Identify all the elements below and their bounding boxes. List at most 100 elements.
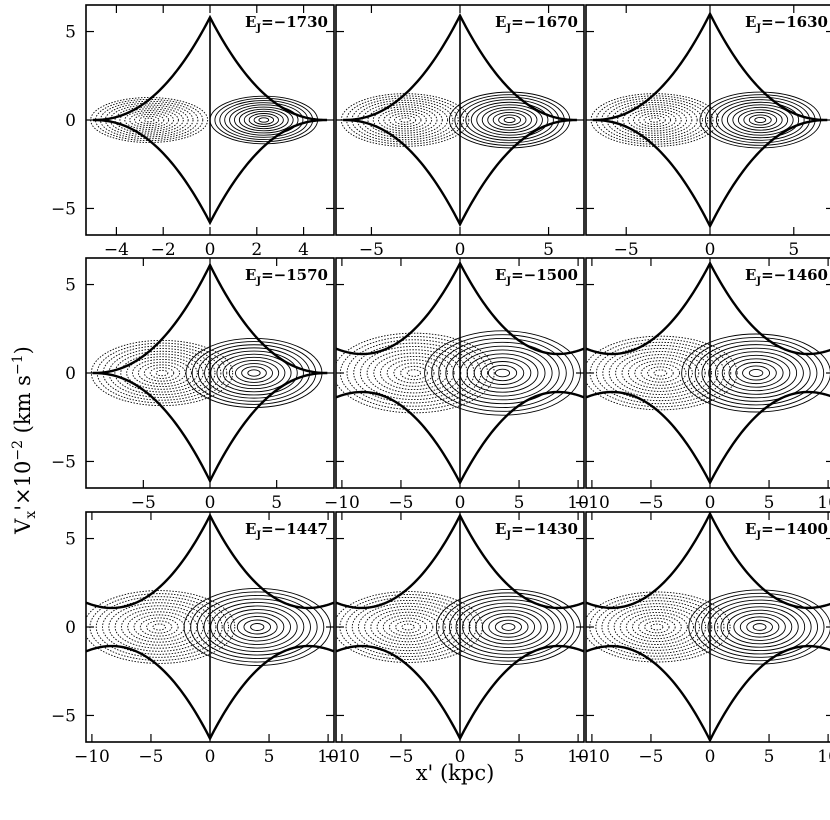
right-island-curve (694, 592, 825, 662)
left-island-curve (102, 599, 217, 655)
left-island-curve (109, 104, 189, 136)
left-island-curve (627, 357, 693, 389)
left-island-curve (127, 611, 192, 643)
right-island-curve (721, 354, 791, 392)
x-tick-label: −5 (388, 747, 413, 767)
left-island-curve (114, 350, 210, 396)
left-island-curve (143, 364, 181, 382)
right-island-curve (720, 606, 799, 648)
x-tick-label: 0 (205, 240, 216, 260)
y-tick-label: −5 (51, 706, 76, 726)
right-island-curve (735, 361, 777, 385)
x-tick-label: 5 (543, 240, 554, 260)
left-island-curve (393, 362, 435, 384)
right-island-curve (250, 623, 265, 631)
left-island-curve (373, 352, 455, 394)
left-island-curve (339, 336, 489, 410)
x-tick-label: 0 (705, 493, 716, 513)
left-island-curve (359, 345, 468, 401)
right-island-curve (475, 609, 542, 645)
right-island-curve (216, 605, 298, 649)
right-island-curve (487, 364, 518, 382)
plot-area (586, 512, 830, 742)
right-island-curve (448, 91, 571, 149)
right-island-curve (204, 347, 304, 399)
right-island-curve (248, 113, 279, 127)
left-island-curve (613, 606, 701, 648)
right-island-curve (688, 589, 830, 665)
left-island-curve (137, 361, 187, 385)
right-island-curve (214, 97, 314, 143)
panel-5: −10 −5 0 5 10 EJ=−1500 (324, 257, 589, 513)
left-island-curve (138, 115, 160, 125)
right-island-curve (492, 111, 527, 129)
right-island-curve (746, 619, 773, 635)
x-tick-label: 10 (567, 747, 589, 767)
left-island-curve (619, 609, 694, 645)
left-island-curve (133, 614, 185, 640)
left-island-curve (143, 117, 155, 123)
left-island-curve (617, 104, 693, 136)
y-tick-label: 0 (65, 618, 76, 638)
x-tick-label: 5 (271, 493, 282, 513)
right-island-curve (501, 623, 516, 631)
left-island-curve (383, 110, 427, 130)
left-island-curve (400, 365, 428, 381)
right-island-curve (742, 365, 771, 381)
x-tick-label: −10 (324, 493, 360, 513)
right-island-curve (209, 95, 319, 145)
right-island-curve (223, 609, 291, 645)
left-island-curve (126, 356, 198, 390)
left-island-curve (364, 605, 452, 649)
right-island-curve (241, 366, 267, 380)
left-island-curve (132, 358, 192, 388)
y-tick-label: 5 (65, 530, 76, 550)
left-island-curve (621, 354, 700, 392)
left-island-curve (96, 342, 228, 404)
x-tick-label: 5 (514, 493, 525, 513)
left-island-curve (640, 363, 681, 383)
x-tick-label: 0 (455, 747, 466, 767)
y-tick-label: −5 (51, 452, 76, 472)
x-tick-label: −5 (138, 747, 163, 767)
left-island-curve (606, 99, 703, 141)
left-island-curve (149, 367, 175, 379)
left-island-curve (595, 597, 719, 657)
left-island-curve (351, 97, 459, 143)
jacobi-energy-label: EJ=−1460 (745, 266, 828, 287)
plot-area (90, 262, 328, 484)
x-tick-label: 10 (817, 493, 830, 513)
left-island-curve (644, 620, 670, 634)
left-island-curve (380, 355, 448, 391)
right-island-curve (459, 96, 560, 144)
right-island-curve (715, 351, 798, 395)
x-tick-label: −5 (614, 240, 639, 260)
left-island-curve (86, 590, 236, 664)
left-island-curve (346, 95, 464, 145)
right-island-curve (238, 108, 289, 132)
zero-velocity-curve (586, 260, 830, 486)
left-island-curve (602, 344, 719, 402)
zero-velocity-curve (86, 512, 334, 742)
right-island-curve (714, 602, 806, 652)
left-island-curve (152, 623, 166, 631)
x-tick-label: 5 (764, 747, 775, 767)
right-island-curve (503, 117, 516, 123)
y-axis-title-close: ) (11, 346, 35, 354)
right-island-curve (203, 598, 311, 656)
right-island-curve (243, 619, 272, 635)
right-island-curve (681, 333, 830, 413)
left-island-curve (615, 351, 706, 395)
y-tick-label: 5 (65, 276, 76, 296)
right-island-curve (224, 102, 304, 138)
y-axis-title: Vx'×10−2 (km s−1) (10, 346, 39, 535)
right-island-curve (473, 357, 532, 389)
x-tick-label: −10 (574, 493, 610, 513)
right-island-curve (454, 94, 565, 146)
right-island-curve (445, 341, 560, 405)
right-island-curve (739, 616, 780, 638)
jacobi-energy-label: EJ=−1500 (495, 266, 578, 287)
right-island-curve (253, 115, 275, 125)
left-island-curve (376, 611, 440, 643)
x-tick-label: 0 (705, 747, 716, 767)
